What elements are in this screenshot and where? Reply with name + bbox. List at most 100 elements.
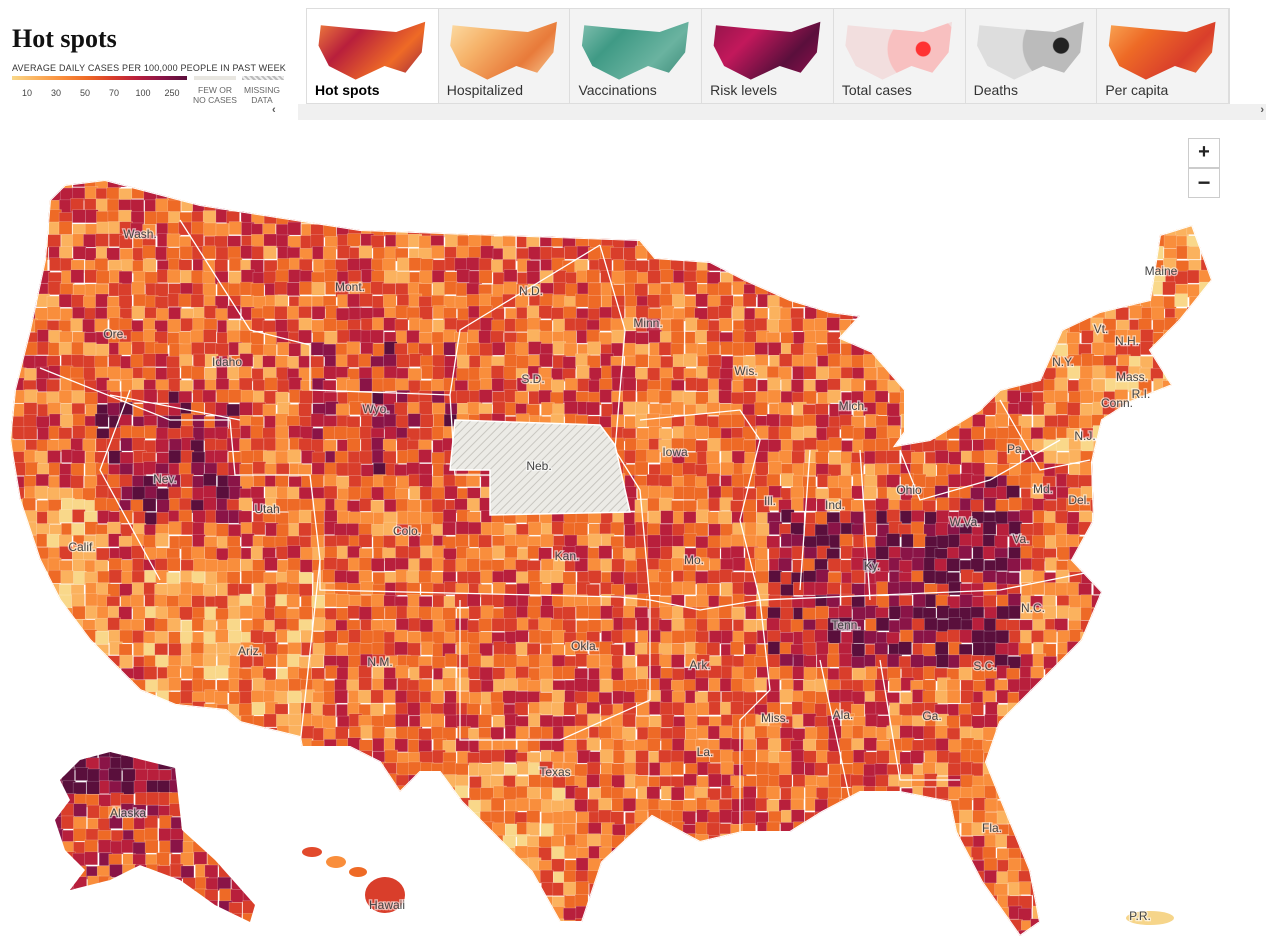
- county: [192, 667, 206, 681]
- scrollbar[interactable]: ‹ ›: [272, 104, 1266, 120]
- county: [743, 581, 758, 596]
- county: [480, 679, 495, 694]
- county: [298, 522, 312, 537]
- county: [432, 631, 447, 645]
- tab[interactable]: Total cases: [834, 9, 966, 103]
- county: [972, 642, 987, 656]
- county: [864, 245, 879, 260]
- county: [862, 180, 876, 188]
- county: [997, 329, 1011, 344]
- zoom-in[interactable]: +: [1188, 138, 1220, 168]
- county: [959, 713, 974, 728]
- county: [1042, 247, 1057, 261]
- tab[interactable]: Hot spots: [307, 9, 439, 103]
- tab[interactable]: Vaccinations: [570, 9, 703, 103]
- tab[interactable]: Deaths: [966, 9, 1098, 103]
- county: [683, 281, 698, 295]
- county: [983, 497, 998, 511]
- county: [418, 606, 432, 620]
- county: [838, 295, 853, 310]
- county: [936, 509, 950, 524]
- county: [538, 617, 552, 631]
- county: [636, 187, 650, 201]
- county: [252, 570, 266, 584]
- county: [1128, 714, 1142, 728]
- county: [323, 211, 337, 226]
- county: [1139, 403, 1153, 418]
- tab[interactable]: Per capita: [1097, 9, 1230, 103]
- county: [276, 198, 290, 213]
- county: [768, 570, 783, 584]
- county: [301, 689, 315, 703]
- county: [515, 559, 529, 573]
- county: [251, 702, 266, 716]
- county: [779, 180, 794, 188]
- county: [310, 701, 325, 716]
- county: [791, 450, 805, 465]
- county: [694, 487, 709, 501]
- county: [767, 641, 782, 655]
- county: [396, 354, 410, 368]
- county: [802, 222, 816, 236]
- zoom-out[interactable]: −: [1188, 168, 1220, 198]
- county: [1068, 665, 1082, 679]
- county: [454, 629, 469, 644]
- county: [1066, 582, 1081, 596]
- county: [1126, 594, 1140, 608]
- county: [876, 210, 891, 225]
- county: [586, 269, 600, 284]
- county: [1151, 655, 1165, 670]
- county: [755, 210, 769, 224]
- county: [444, 234, 459, 248]
- county: [790, 619, 805, 633]
- county: [370, 235, 385, 249]
- county: [1138, 235, 1153, 249]
- county: [10, 739, 14, 754]
- county: [180, 725, 195, 740]
- county: [335, 186, 349, 201]
- county: [1163, 415, 1178, 430]
- county: [1213, 343, 1226, 356]
- county: [539, 233, 554, 247]
- county: [743, 180, 758, 189]
- county: [828, 437, 843, 451]
- county: [251, 605, 266, 620]
- county: [732, 329, 746, 344]
- county: [1078, 521, 1092, 536]
- county: [82, 438, 96, 453]
- county: [900, 180, 915, 189]
- county: [25, 631, 39, 645]
- county: [491, 594, 506, 608]
- county: [359, 450, 373, 465]
- county: [827, 522, 842, 536]
- county: [130, 199, 145, 213]
- county: [742, 293, 757, 307]
- county: [876, 307, 890, 322]
- county: [634, 283, 649, 297]
- tab[interactable]: Risk levels: [702, 9, 834, 103]
- county: [960, 569, 974, 583]
- county: [10, 606, 15, 620]
- county: [682, 180, 697, 190]
- tab[interactable]: Hospitalized: [439, 9, 571, 103]
- county: [228, 283, 242, 297]
- county: [695, 509, 710, 524]
- county: [215, 523, 230, 537]
- county: [1006, 726, 1020, 740]
- county: [1140, 211, 1154, 225]
- county: [1007, 738, 1021, 753]
- county: [743, 378, 757, 392]
- county: [923, 247, 937, 262]
- county: [1212, 739, 1225, 752]
- county: [841, 282, 855, 297]
- county: [431, 245, 445, 259]
- county: [959, 654, 973, 668]
- county: [635, 245, 649, 260]
- county: [658, 197, 672, 212]
- county: [202, 210, 217, 224]
- county: [493, 221, 507, 236]
- county: [490, 330, 504, 345]
- county: [1066, 180, 1080, 188]
- county: [274, 281, 288, 296]
- county: [430, 690, 445, 704]
